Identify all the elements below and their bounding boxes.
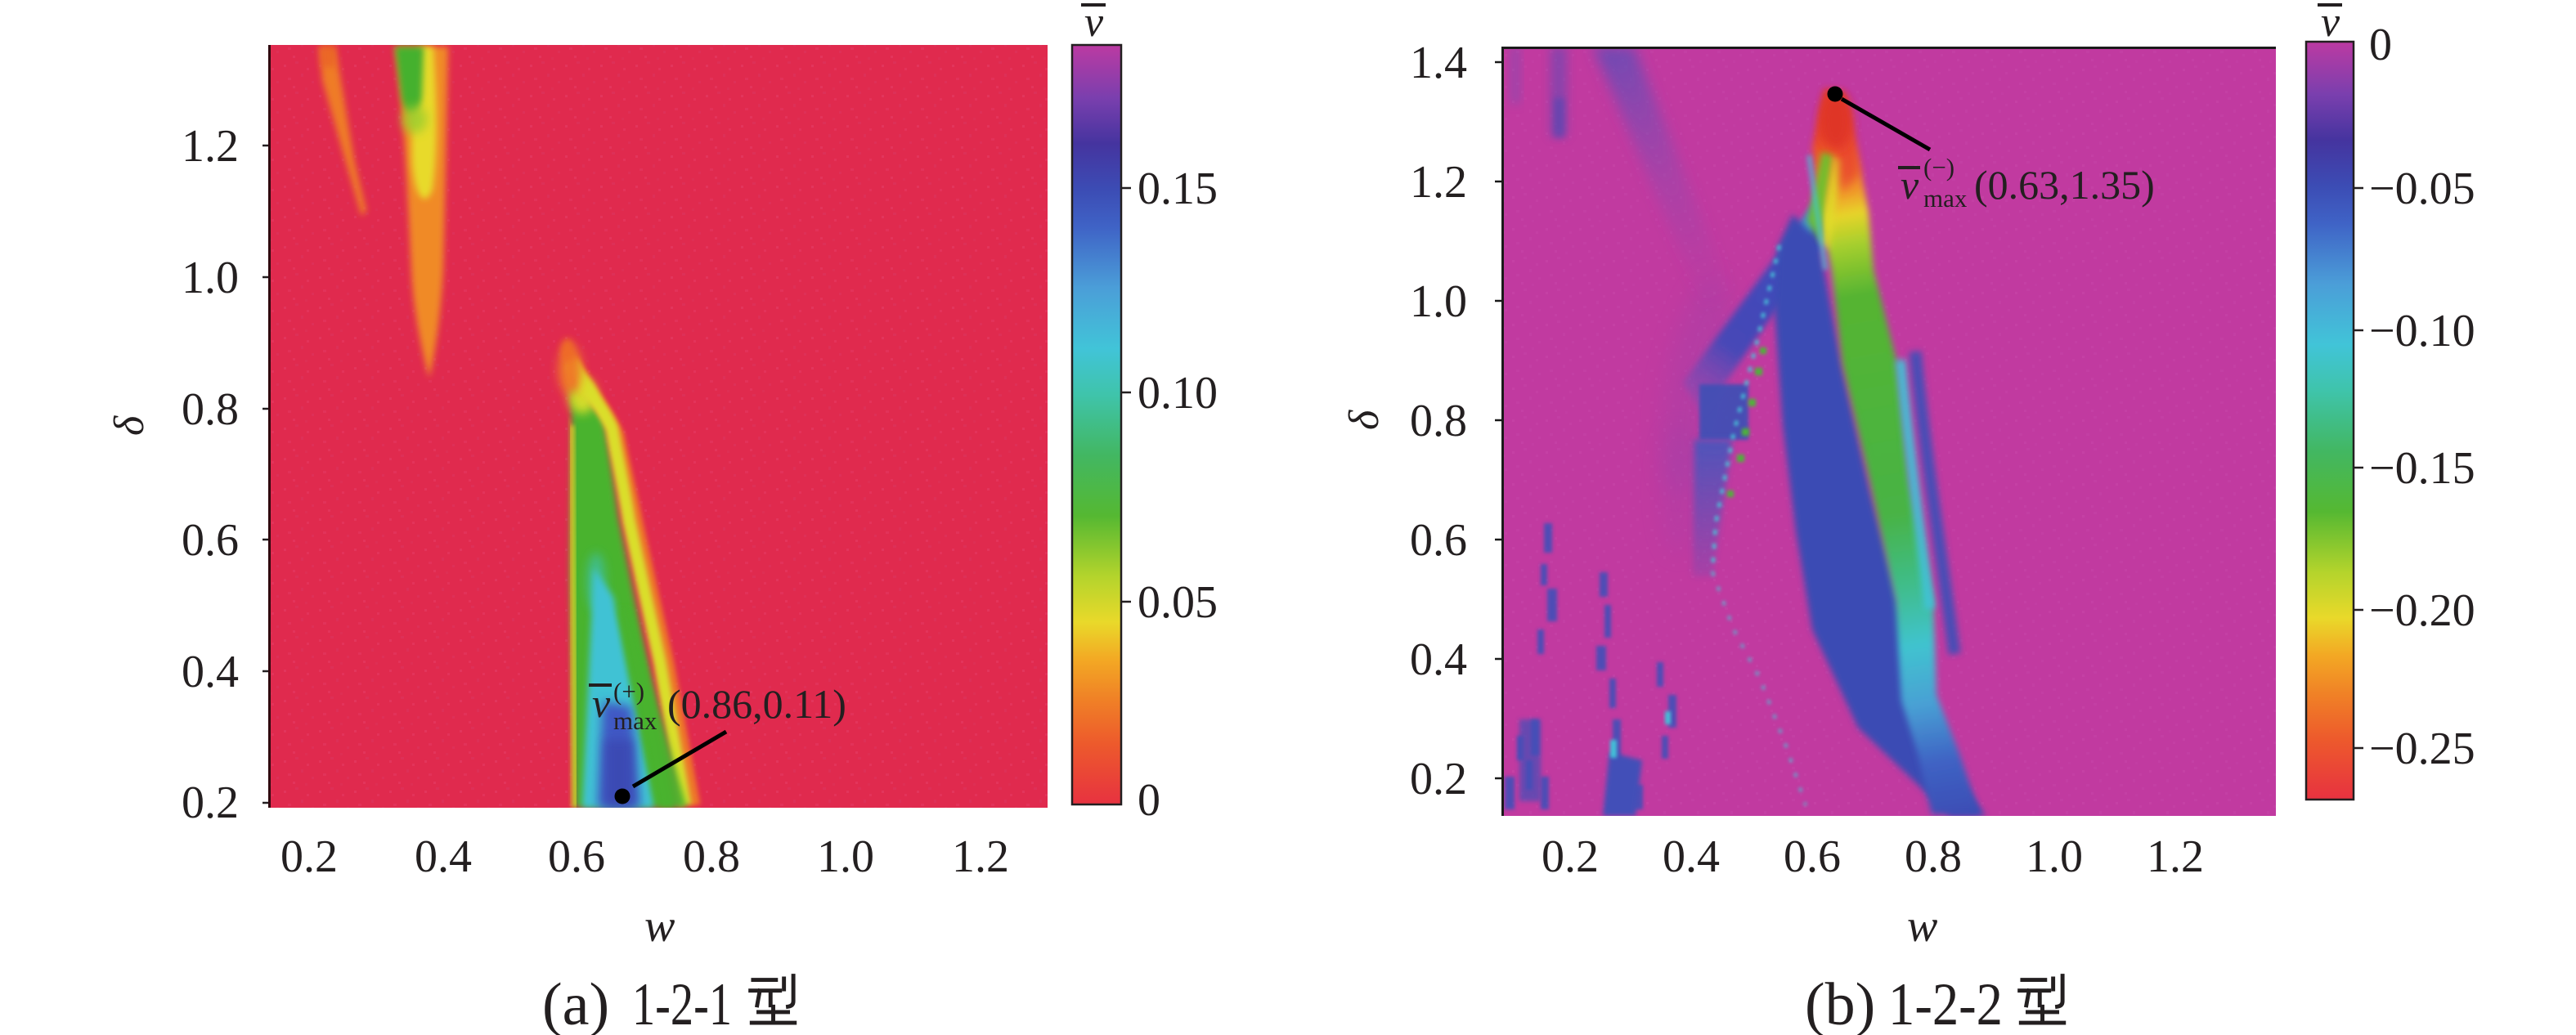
- svg-text:1.0: 1.0: [2026, 831, 2083, 882]
- svg-text:0.2: 0.2: [280, 831, 338, 882]
- svg-text:(0.63,1.35): (0.63,1.35): [1974, 162, 2155, 208]
- svg-text:δ: δ: [106, 415, 153, 436]
- svg-text:−0.15: −0.15: [2369, 443, 2475, 494]
- svg-text:0: 0: [1138, 775, 1160, 826]
- svg-text:−0.10: −0.10: [2369, 306, 2475, 356]
- svg-text:0.4: 0.4: [1410, 634, 1467, 685]
- svg-text:0: 0: [2369, 20, 2392, 70]
- svg-text:1.2: 1.2: [2147, 831, 2204, 882]
- svg-text:0.8: 0.8: [182, 384, 239, 435]
- svg-text:0.8: 0.8: [1410, 396, 1467, 446]
- svg-text:0.15: 0.15: [1138, 164, 1218, 214]
- svg-text:(a): (a): [542, 971, 609, 1035]
- svg-text:1.0: 1.0: [182, 253, 239, 303]
- svg-text:0.4: 0.4: [182, 647, 239, 697]
- svg-text:w: w: [1907, 901, 1937, 952]
- svg-text:(0.86,0.11): (0.86,0.11): [667, 681, 846, 727]
- svg-text:0.8: 0.8: [683, 831, 740, 882]
- svg-text:max: max: [613, 706, 657, 735]
- svg-text:1.4: 1.4: [1410, 38, 1467, 88]
- svg-text:−0.25: −0.25: [2369, 724, 2475, 774]
- svg-text:(−): (−): [1923, 153, 1954, 181]
- svg-text:0.2: 0.2: [182, 777, 239, 828]
- svg-text:(b): (b): [1805, 971, 1875, 1035]
- svg-text:0.2: 0.2: [1410, 754, 1467, 804]
- svg-text:1-2-2: 1-2-2: [1888, 971, 2003, 1035]
- svg-text:v: v: [1901, 162, 1919, 208]
- svg-text:max: max: [1923, 184, 1968, 213]
- svg-text:0.2: 0.2: [1542, 831, 1599, 882]
- svg-text:1-2-1: 1-2-1: [632, 971, 732, 1035]
- svg-text:0.10: 0.10: [1138, 368, 1218, 419]
- svg-text:δ: δ: [1341, 410, 1388, 430]
- svg-text:1.0: 1.0: [817, 831, 874, 882]
- svg-text:v: v: [592, 680, 611, 726]
- svg-text:0.4: 0.4: [415, 831, 472, 882]
- svg-text:v: v: [2321, 0, 2340, 46]
- svg-text:−0.05: −0.05: [2369, 164, 2475, 214]
- svg-text:0.8: 0.8: [1905, 831, 1962, 882]
- svg-text:0.6: 0.6: [182, 515, 239, 566]
- svg-text:w: w: [644, 901, 675, 952]
- svg-text:1.2: 1.2: [182, 121, 239, 172]
- svg-text:0.6: 0.6: [548, 831, 605, 882]
- svg-text:(+): (+): [613, 677, 644, 706]
- svg-text:0.6: 0.6: [1410, 515, 1467, 566]
- svg-text:0.05: 0.05: [1138, 577, 1218, 628]
- svg-text:0.6: 0.6: [1784, 831, 1841, 882]
- svg-text:−0.20: −0.20: [2369, 585, 2475, 636]
- svg-text:v: v: [1084, 0, 1104, 46]
- svg-text:1.2: 1.2: [1410, 157, 1467, 208]
- svg-text:1.0: 1.0: [1410, 276, 1467, 327]
- svg-text:0.4: 0.4: [1663, 831, 1720, 882]
- svg-text:1.2: 1.2: [952, 831, 1009, 882]
